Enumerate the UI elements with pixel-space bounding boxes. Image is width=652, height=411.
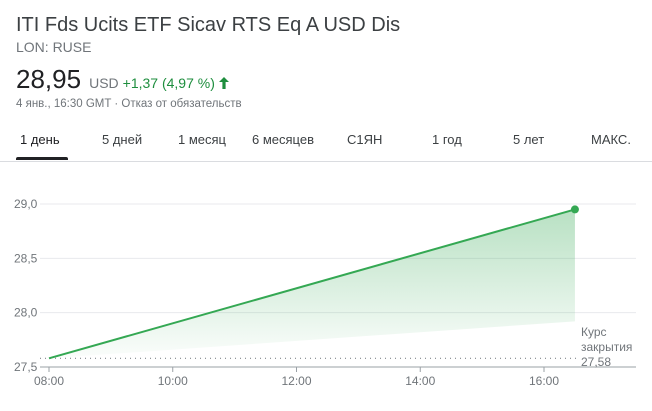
ticker-symbol: LON: RUSE bbox=[16, 39, 92, 55]
current-price: 28,95 bbox=[16, 64, 82, 94]
price-line bbox=[48, 208, 576, 360]
range-tabs: 1 день 5 дней 1 месяц 6 месяцев С1ЯН 1 г… bbox=[0, 124, 652, 162]
tab-max[interactable]: МАКС. bbox=[591, 132, 631, 147]
tab-5-years[interactable]: 5 лет bbox=[513, 132, 545, 147]
security-title: ITI Fds Ucits ETF Sicav RTS Eq A USD Dis bbox=[16, 14, 401, 36]
y-tick-label: 28,5 bbox=[14, 251, 38, 265]
arrow-up-icon bbox=[218, 76, 230, 95]
previous-close-label: 27,58 bbox=[581, 355, 611, 369]
active-tab-indicator bbox=[16, 157, 68, 160]
currency-label: USD bbox=[89, 75, 119, 91]
price-row: 28,95 USD +1,37 (4,97 %) bbox=[16, 64, 230, 95]
y-tick-label: 28,0 bbox=[14, 306, 38, 320]
tab-ytd[interactable]: С1ЯН bbox=[347, 132, 383, 147]
tab-1-year[interactable]: 1 год bbox=[432, 132, 462, 147]
price-change: +1,37 (4,97 %) bbox=[122, 75, 215, 91]
previous-close-label: Курс bbox=[581, 325, 607, 339]
tab-1-day[interactable]: 1 день bbox=[20, 132, 60, 147]
price-chart[interactable]: 27,5 28,0 28,5 29,0 08:00 10:00 12:00 14:00 16:0… bbox=[0, 162, 652, 411]
x-tick-label: 08:00 bbox=[34, 374, 64, 388]
previous-close-label: закрытия bbox=[581, 340, 632, 354]
x-tick-label: 12:00 bbox=[281, 374, 311, 388]
x-tick-label: 16:00 bbox=[529, 374, 559, 388]
tab-5-days[interactable]: 5 дней bbox=[102, 132, 143, 147]
y-tick-label: 27,5 bbox=[14, 360, 38, 374]
tab-6-months[interactable]: 6 месяцев bbox=[252, 132, 314, 147]
x-tick-label: 14:00 bbox=[405, 374, 435, 388]
y-tick-label: 29,0 bbox=[14, 197, 38, 211]
timestamp-disclaimer[interactable]: 4 янв., 16:30 GMT · Отказ от обязательст… bbox=[16, 98, 242, 110]
last-price-point bbox=[570, 205, 579, 214]
x-tick-label: 10:00 bbox=[158, 374, 188, 388]
tab-1-month[interactable]: 1 месяц bbox=[178, 132, 226, 147]
